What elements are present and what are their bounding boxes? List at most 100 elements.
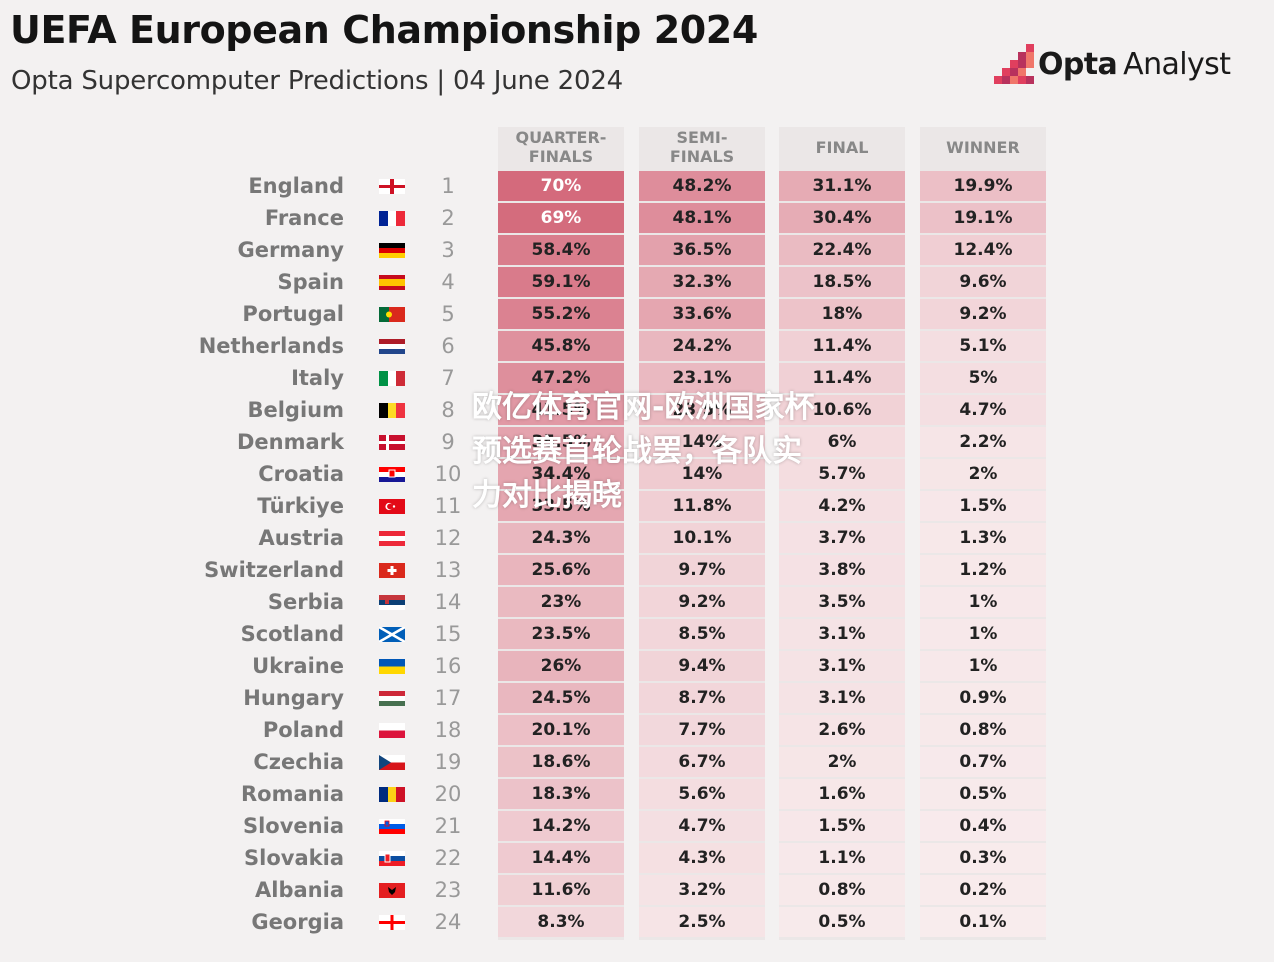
probability-cell: 33.5% xyxy=(498,491,624,521)
ukraine-flag-icon xyxy=(379,659,405,674)
table-row: Slovenia 21 14.2% 4.7% 1.5% 0.4% xyxy=(0,810,1274,842)
probability-cell: 14.2% xyxy=(498,811,624,841)
team-rank: 1 xyxy=(441,174,455,198)
probability-cell: 4.7% xyxy=(639,811,765,841)
probability-cell: 1.2% xyxy=(920,555,1046,585)
croatia-flag-icon xyxy=(379,467,405,482)
probability-cell: 8.3% xyxy=(498,907,624,937)
romania-flag-icon xyxy=(379,787,405,802)
england-flag-icon xyxy=(379,179,405,194)
probability-cell: 1.5% xyxy=(779,811,905,841)
team-rank: 14 xyxy=(434,590,462,614)
logo-square xyxy=(1026,44,1034,52)
probability-cell: 3.7% xyxy=(779,523,905,553)
team-name: Switzerland xyxy=(204,558,344,582)
team-name: Denmark xyxy=(237,430,344,454)
team-rank: 18 xyxy=(434,718,462,742)
probability-cell: 26% xyxy=(498,651,624,681)
table-row: Netherlands 6 45.8% 24.2% 11.4% 5.1% xyxy=(0,330,1274,362)
probability-cell: 45.8% xyxy=(498,331,624,361)
probability-cell: 4.3% xyxy=(639,843,765,873)
team-name: Croatia xyxy=(258,462,344,486)
probability-cell: 8.5% xyxy=(639,619,765,649)
table-row: Türkiye 11 33.5% 11.8% 4.2% 1.5% xyxy=(0,490,1274,522)
team-rank: 5 xyxy=(441,302,455,326)
probability-cell: 9.2% xyxy=(639,587,765,617)
probability-cell: 1.5% xyxy=(920,491,1046,521)
probability-cell: 0.5% xyxy=(779,907,905,937)
portugal-flag-icon xyxy=(379,307,405,322)
logo-square xyxy=(1018,52,1026,60)
team-name: Slovakia xyxy=(244,846,344,870)
team-rank: 17 xyxy=(434,686,462,710)
hungary-flag-icon xyxy=(379,691,405,706)
table-row: Switzerland 13 25.6% 9.7% 3.8% 1.2% xyxy=(0,554,1274,586)
probability-cell: 0.3% xyxy=(920,843,1046,873)
table-row: Georgia 24 8.3% 2.5% 0.5% 0.1% xyxy=(0,906,1274,938)
probability-cell: 3.5% xyxy=(779,587,905,617)
probability-cell: 18.6% xyxy=(498,747,624,777)
column-header: SEMI- FINALS xyxy=(669,128,735,166)
logo-square xyxy=(1026,52,1034,60)
team-name: Slovenia xyxy=(242,814,344,838)
table-row: Hungary 17 24.5% 8.7% 3.1% 0.9% xyxy=(0,682,1274,714)
team-name: Scotland xyxy=(240,622,344,646)
probability-cell: 3.1% xyxy=(779,651,905,681)
probability-cell: 1% xyxy=(920,619,1046,649)
spain-flag-icon xyxy=(379,275,405,290)
probability-cell: 10.6% xyxy=(779,395,905,425)
probability-cell: 69% xyxy=(498,203,624,233)
probability-cell: 7.7% xyxy=(639,715,765,745)
probability-cell: 5.1% xyxy=(920,331,1046,361)
probability-cell: 2.2% xyxy=(920,427,1046,457)
table-row: Czechia 19 18.6% 6.7% 2% 0.7% xyxy=(0,746,1274,778)
probability-cell: 2.5% xyxy=(639,907,765,937)
team-rank: 23 xyxy=(434,878,462,902)
team-rank: 11 xyxy=(434,494,462,518)
probability-cell: 31.1% xyxy=(779,171,905,201)
logo-square xyxy=(994,76,1002,84)
table-row: Austria 12 24.3% 10.1% 3.7% 1.3% xyxy=(0,522,1274,554)
denmark-flag-icon xyxy=(379,435,405,450)
probability-cell: 1% xyxy=(920,587,1046,617)
probability-cell: 0.2% xyxy=(920,875,1046,905)
probability-cell: 34.4% xyxy=(498,459,624,489)
probability-cell: 4.2% xyxy=(779,491,905,521)
probability-cell: 14% xyxy=(639,427,765,457)
table-row: Germany 3 58.4% 36.5% 22.4% 12.4% xyxy=(0,234,1274,266)
team-name: Serbia xyxy=(267,590,344,614)
probability-cell: 3.1% xyxy=(779,683,905,713)
table-row: Spain 4 59.1% 32.3% 18.5% 9.6% xyxy=(0,266,1274,298)
probability-cell: 9.4% xyxy=(639,651,765,681)
slovakia-flag-icon xyxy=(379,851,405,866)
probability-cell: 1.6% xyxy=(779,779,905,809)
germany-flag-icon xyxy=(379,243,405,258)
team-name: England xyxy=(248,174,344,198)
probability-cell: 18.5% xyxy=(779,267,905,297)
italy-flag-icon xyxy=(379,371,405,386)
probability-cell: 0.8% xyxy=(920,715,1046,745)
probability-cell: 0.5% xyxy=(920,779,1046,809)
column-header: QUARTER- FINALS xyxy=(515,128,607,166)
column-header: FINAL xyxy=(815,137,869,157)
table-row: Italy 7 47.2% 23.1% 11.4% 5% xyxy=(0,362,1274,394)
watermark-text: 欧亿体育官网-欧洲国家杯预选赛首轮战罢，各队实力对比揭晓 xyxy=(472,390,815,513)
georgia-flag-icon xyxy=(379,915,405,930)
team-name: Portugal xyxy=(242,302,344,326)
probability-cell: 9.2% xyxy=(920,299,1046,329)
probability-cell: 0.1% xyxy=(920,907,1046,937)
team-name: Poland xyxy=(262,718,344,742)
probability-cell: 55.2% xyxy=(498,299,624,329)
team-name: Germany xyxy=(237,238,344,262)
table-row: Ukraine 16 26% 9.4% 3.1% 1% xyxy=(0,650,1274,682)
probability-cell: 58.4% xyxy=(498,235,624,265)
probability-cell: 2% xyxy=(779,747,905,777)
team-name: Romania xyxy=(241,782,344,806)
table-row: Denmark 9 35.5% 14% 6% 2.2% xyxy=(0,426,1274,458)
probability-cell: 2% xyxy=(920,459,1046,489)
poland-flag-icon xyxy=(379,723,405,738)
table-row: Croatia 10 34.4% 14% 5.7% 2% xyxy=(0,458,1274,490)
austria-flag-icon xyxy=(379,531,405,546)
team-name: Belgium xyxy=(247,398,344,422)
brand-logo: Opta Analyst xyxy=(988,40,1231,88)
